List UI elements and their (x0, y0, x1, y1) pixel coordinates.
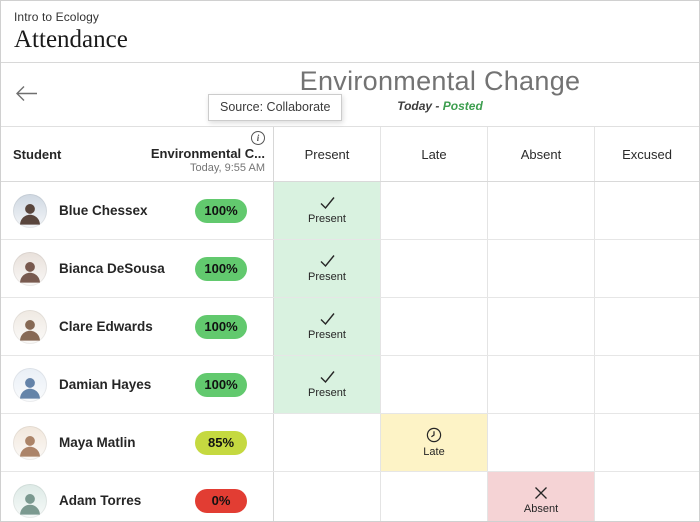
status-column-header-present: Present (274, 127, 381, 181)
avatar (13, 309, 47, 344)
check-icon (319, 370, 336, 384)
avatar (13, 193, 47, 228)
attendance-cell-excused[interactable] (595, 240, 699, 297)
attendance-cell-late[interactable] (381, 240, 488, 297)
student-cell: Damian Hayes 100% (1, 356, 274, 413)
student-cell: Maya Matlin 85% (1, 414, 274, 471)
check-icon (319, 196, 336, 210)
meeting-date: Today - (397, 99, 440, 113)
attendance-cell-absent[interactable] (488, 240, 595, 297)
status-cell-label: Present (308, 329, 346, 341)
student-header-cell: Student i Environmental C... Today, 9:55… (1, 127, 274, 181)
attendance-cell-absent[interactable] (488, 298, 595, 355)
student-row: Adam Torres 0% Absent (1, 472, 699, 521)
arrow-left-icon (15, 85, 39, 105)
status-cell-label: Present (308, 213, 346, 225)
attendance-cell-late[interactable] (381, 472, 488, 521)
student-cell: Blue Chessex 100% (1, 182, 274, 239)
avatar (13, 251, 47, 286)
attendance-cell-present[interactable]: Present (274, 298, 381, 355)
status-cell-label: Present (308, 387, 346, 399)
x-icon (534, 486, 548, 500)
status-column-header-late: Late (381, 127, 488, 181)
student-cell: Adam Torres 0% (1, 472, 274, 521)
student-name: Adam Torres (59, 493, 142, 508)
attendance-cell-excused[interactable] (595, 182, 699, 239)
check-icon (319, 312, 336, 326)
course-name: Intro to Ecology (14, 10, 99, 24)
source-tooltip: Source: Collaborate (208, 94, 343, 121)
attendance-cell-late[interactable]: Late (381, 414, 488, 471)
attendance-percent-pill: 0% (195, 488, 247, 513)
attendance-cell-excused[interactable] (595, 356, 699, 413)
attendance-cell-excused[interactable] (595, 472, 699, 521)
attendance-percent-pill: 100% (195, 314, 247, 339)
meeting-column-title: Environmental C... (150, 146, 265, 161)
attendance-cell-present[interactable]: Present (274, 240, 381, 297)
attendance-cell-excused[interactable] (595, 298, 699, 355)
avatar (13, 367, 47, 402)
student-column-header: Student (13, 146, 62, 162)
check-icon (319, 254, 336, 268)
student-name: Damian Hayes (59, 377, 152, 392)
student-row: Damian Hayes 100% Present (1, 356, 699, 414)
attendance-cell-excused[interactable] (595, 414, 699, 471)
attendance-cell-absent[interactable] (488, 182, 595, 239)
status-cell-label: Present (308, 271, 346, 283)
attendance-cell-late[interactable] (381, 356, 488, 413)
status-cell-label: Absent (523, 503, 559, 515)
status-column-header-absent: Absent (488, 127, 595, 181)
clock-icon (426, 427, 442, 443)
back-button[interactable] (14, 83, 40, 107)
page-title: Attendance (14, 26, 128, 53)
attendance-cell-present[interactable] (274, 472, 381, 521)
meeting-status-line: Today - Posted (181, 99, 699, 113)
app-header: Intro to Ecology Attendance (1, 1, 699, 63)
meeting-column-header: i Environmental C... Today, 9:55 AM (151, 127, 265, 181)
attendance-cell-late[interactable] (381, 298, 488, 355)
avatar (13, 425, 47, 460)
status-column-header-excused: Excused (622, 146, 672, 162)
attendance-cell-present[interactable]: Present (274, 182, 381, 239)
meeting-header: Environmental Change Today - Posted Sour… (1, 63, 699, 126)
status-cell-label: Late (423, 446, 445, 458)
student-row: Blue Chessex 100% Present (1, 182, 699, 240)
attendance-percent-pill: 100% (195, 198, 247, 223)
meeting-title-block: Environmental Change Today - Posted (181, 64, 699, 113)
student-row: Bianca DeSousa 100% Present (1, 240, 699, 298)
attendance-cell-absent[interactable]: Absent (488, 472, 595, 521)
student-name: Bianca DeSousa (59, 261, 165, 276)
table-header-row: Student i Environmental C... Today, 9:55… (1, 127, 699, 182)
student-name: Maya Matlin (59, 435, 136, 450)
meeting-title: Environmental Change (299, 66, 581, 96)
attendance-cell-late[interactable] (381, 182, 488, 239)
student-row: Clare Edwards 100% Present (1, 298, 699, 356)
student-row: Maya Matlin 85% Late (1, 414, 699, 472)
student-name: Clare Edwards (59, 319, 153, 334)
attendance-cell-present[interactable]: Present (274, 356, 381, 413)
posted-status: Posted (442, 99, 483, 113)
attendance-percent-pill: 100% (195, 372, 247, 397)
student-name: Blue Chessex (59, 203, 148, 218)
attendance-percent-pill: 100% (195, 256, 247, 281)
student-cell: Bianca DeSousa 100% (1, 240, 274, 297)
info-icon[interactable]: i (251, 131, 265, 145)
student-cell: Clare Edwards 100% (1, 298, 274, 355)
attendance-cell-absent[interactable] (488, 414, 595, 471)
attendance-table: Student i Environmental C... Today, 9:55… (1, 126, 699, 521)
meeting-column-date: Today, 9:55 AM (189, 162, 265, 174)
avatar (13, 483, 47, 518)
attendance-percent-pill: 85% (195, 430, 247, 455)
attendance-cell-present[interactable] (274, 414, 381, 471)
attendance-cell-absent[interactable] (488, 356, 595, 413)
